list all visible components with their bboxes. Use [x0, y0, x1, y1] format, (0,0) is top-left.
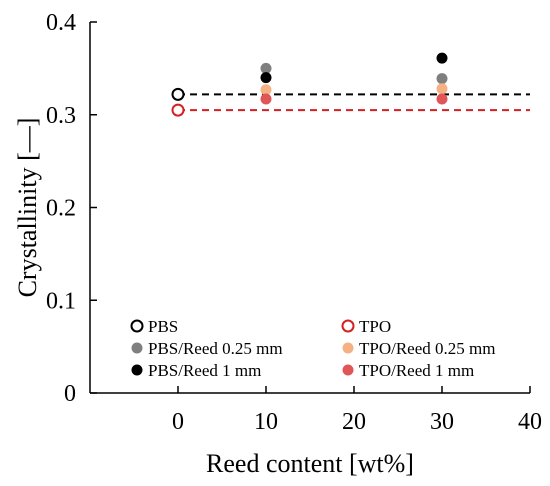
legend-label-pbs: PBS [148, 317, 178, 336]
legend: PBS TPO PBS/Reed 0.25 mm TPO/Reed 0.25 mm PB… [130, 317, 495, 380]
x-tick-label: 10 [254, 409, 278, 435]
y-tick-label: 0 [64, 381, 76, 407]
x-tick-label: 20 [342, 409, 366, 435]
y-tick-label: 0.3 [46, 103, 76, 129]
x-tick-label: 30 [430, 409, 454, 435]
data-points [171, 52, 448, 117]
x-axis-label: Reed content [wt%] [206, 449, 414, 478]
data-point-pbs-reed-1-mm [260, 72, 272, 84]
legend-label-pbs-reed-1-mm: PBS/Reed 1 mm [148, 361, 261, 380]
y-tick-label: 0.2 [46, 196, 76, 222]
legend-marker-tpo [341, 319, 355, 333]
data-point-pbs-reed-0-25-mm [260, 62, 272, 74]
y-tick-label: 0.1 [46, 288, 76, 314]
legend-label-tpo-reed-0-25-mm: TPO/Reed 0.25 mm [359, 339, 495, 358]
legend-label-tpo: TPO [359, 317, 391, 336]
legend-marker-pbs [130, 319, 144, 333]
data-point-tpo [171, 103, 185, 117]
x-tick-label: 0 [172, 409, 184, 435]
data-point-pbs-reed-0-25-mm [436, 73, 448, 85]
legend-marker-tpo-reed-0-25-mm [342, 342, 354, 354]
data-point-pbs [171, 87, 185, 101]
data-point-tpo-reed-0-25-mm [260, 84, 272, 96]
legend-marker-pbs-reed-1-mm [131, 364, 143, 376]
legend-label-tpo-reed-1-mm: TPO/Reed 1 mm [359, 361, 474, 380]
legend-marker-pbs-reed-0-25-mm [131, 342, 143, 354]
y-tick-label: 0.4 [46, 10, 76, 36]
data-point-tpo-reed-1-mm [436, 93, 448, 105]
y-axis-ticks: 0 0.1 0.2 0.3 0.4 [46, 10, 97, 407]
y-axis-label: Crystallinity [—] [13, 118, 42, 298]
legend-marker-tpo-reed-1-mm [342, 364, 354, 376]
data-point-pbs-reed-1-mm [436, 52, 448, 64]
data-point-tpo-reed-1-mm [260, 93, 272, 105]
x-tick-label: 40 [518, 409, 542, 435]
reference-lines [178, 93, 530, 112]
plot-area: 0 0.1 0.2 0.3 0.4 0 10 20 30 40 [46, 10, 542, 435]
legend-label-pbs-reed-0-25-mm: PBS/Reed 0.25 mm [148, 339, 283, 358]
data-point-tpo-reed-0-25-mm [436, 83, 448, 95]
x-axis-ticks: 0 10 20 30 40 [172, 386, 542, 435]
